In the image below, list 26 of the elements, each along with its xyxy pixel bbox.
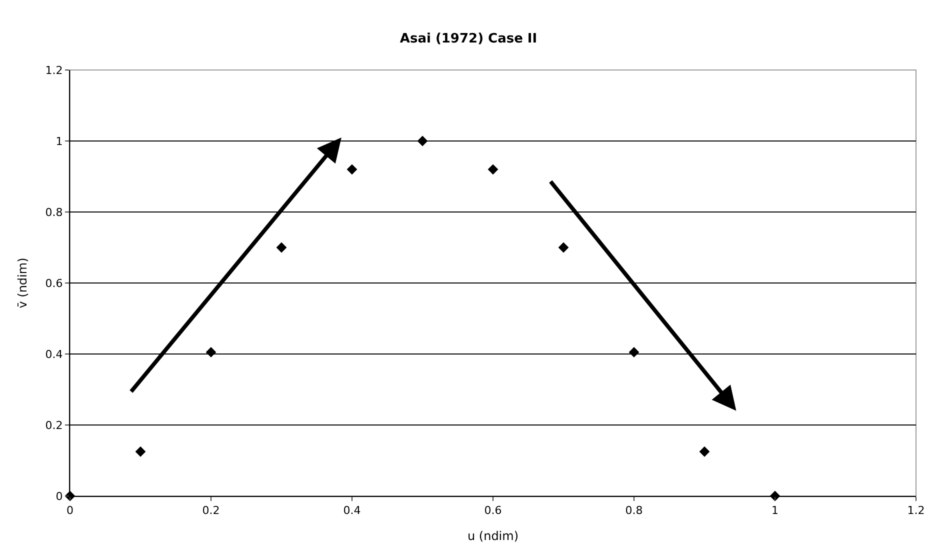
x-tick-label: 1.2 (907, 504, 925, 518)
point (135, 446, 146, 457)
y-tick-label: 1.2 (45, 64, 63, 77)
y-tick-label: 0.8 (45, 206, 63, 219)
y-axis-title: v̄ (ndim) (16, 258, 30, 308)
point (206, 347, 216, 358)
point (628, 347, 640, 358)
y-tick-label: 0 (56, 490, 63, 503)
y-tick-label: 0.2 (45, 418, 63, 432)
point (417, 136, 428, 146)
x-tick-label: 0.6 (484, 504, 502, 518)
y-tick-label: 0.6 (45, 276, 63, 290)
y-tick-label: 0.4 (45, 348, 63, 361)
x-tick-label: 0.2 (202, 504, 220, 518)
x-axis-title: u (ndim) (467, 529, 519, 544)
point (699, 446, 710, 457)
y-tick-label: 1 (56, 134, 63, 148)
point (558, 242, 569, 253)
x-tick-label: 0 (66, 504, 74, 518)
point (488, 164, 498, 175)
point (276, 242, 287, 253)
chart-title: Asai (1972) Case II (400, 31, 538, 46)
point (346, 164, 358, 175)
x-tick-label: 0.8 (625, 504, 643, 518)
x-tick-label: 0.4 (343, 504, 361, 518)
x-tick-label: 1 (772, 504, 778, 518)
